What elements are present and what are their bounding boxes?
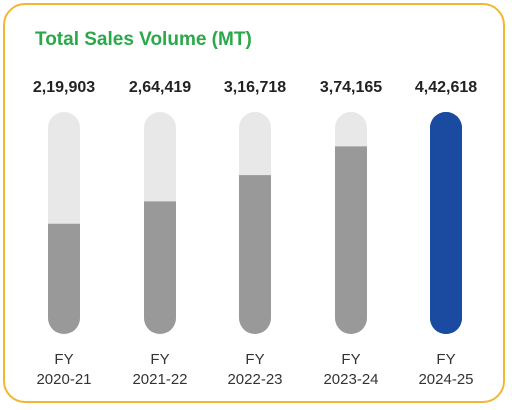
tick-label: 2021-22 [132,371,187,388]
tick-label: FY [245,351,264,368]
tick-label: FY [341,351,360,368]
data-label: 3,74,165 [320,79,382,96]
bar [239,175,271,334]
bar [144,201,176,334]
data-label: 2,64,419 [129,79,191,96]
bar [430,112,462,334]
tick-label: 2020-21 [36,371,91,388]
data-label: 2,19,903 [33,79,95,96]
tick-label: FY [150,351,169,368]
tick-label: FY [54,351,73,368]
tick-label: FY [436,351,455,368]
bar [335,146,367,334]
tick-label: 2022-23 [227,371,282,388]
tick-label: 2024-25 [418,371,473,388]
data-label: 4,42,618 [415,79,477,96]
data-label: 3,16,718 [224,79,286,96]
tick-label: 2023-24 [323,371,378,388]
chart-title: Total Sales Volume (MT) [35,29,252,50]
bar [48,223,80,334]
